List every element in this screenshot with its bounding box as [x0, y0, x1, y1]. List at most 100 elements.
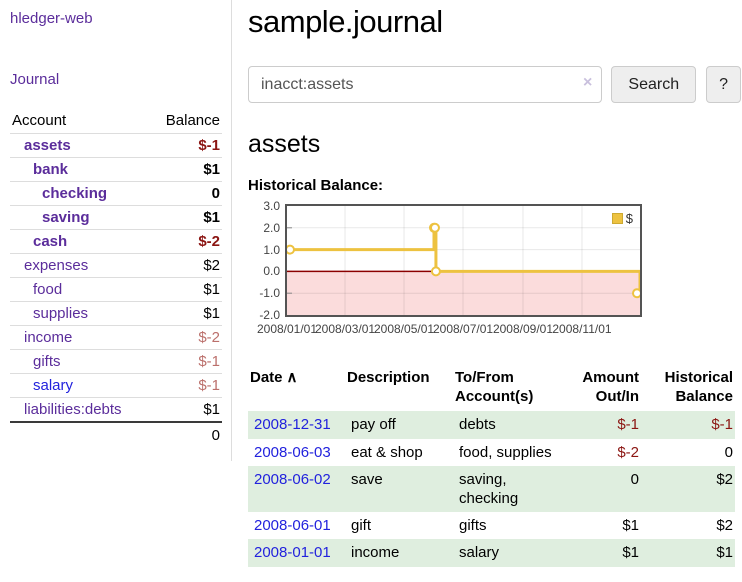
account-balance: $-1	[150, 373, 222, 398]
account-balance: $-2	[150, 229, 222, 254]
register-description-cell: pay off	[351, 416, 396, 434]
register-date-link[interactable]: 2008-06-03	[254, 443, 331, 461]
account-balance: $1	[150, 277, 222, 302]
sidebar-account-link[interactable]: bank	[33, 161, 69, 178]
register-row: 2008-06-02 save saving, checking 0 $2	[248, 465, 735, 513]
register-accounts-cell: food, supplies	[459, 443, 552, 461]
sidebar-account-link[interactable]: food	[33, 281, 63, 298]
register-date-link[interactable]: 2008-06-01	[254, 517, 331, 535]
legend-swatch-icon	[611, 213, 623, 224]
register-description-cell: income	[351, 544, 400, 562]
sidebar-account-link[interactable]: income	[24, 329, 73, 346]
balance-chart: $ 3.0 2.0 1.0 0.0 -1.0 -2.0 2008/01/01 2008/03/…	[248, 199, 741, 344]
x-axis-tick-label: 2008/11/01	[552, 322, 612, 336]
y-axis-tick-label: -1.0	[259, 286, 280, 301]
account-balance: 0	[150, 181, 222, 206]
x-axis-tick-label: 2008/01/01	[256, 322, 318, 336]
search-form: × Search ?	[248, 66, 741, 103]
sidebar-account-link[interactable]: expenses	[24, 257, 89, 274]
register-col-description: Description	[347, 369, 430, 386]
clear-search-icon[interactable]: ×	[583, 74, 593, 91]
register-balance-cell: $2	[716, 517, 733, 535]
register-description-cell: gift	[351, 517, 372, 535]
sidebar-account-link[interactable]: saving	[42, 209, 90, 226]
sort-ascending-icon: ∧	[286, 369, 298, 386]
x-axis-tick-label: 2008/05/01	[373, 322, 435, 336]
main-content: sample.journal × Search ? assets Histori…	[232, 0, 741, 582]
register-amount-cell: $1	[622, 517, 639, 535]
account-balance: $1	[150, 205, 222, 230]
accounts-total-value: 0	[150, 421, 222, 447]
register-date-cell: 2008-06-03	[248, 439, 345, 466]
page-title: sample.journal	[248, 4, 443, 39]
legend-label: $	[625, 211, 633, 226]
account-row: checking 0	[10, 181, 222, 206]
register-row: 2008-06-01 gift gifts $1 $2	[248, 512, 735, 539]
account-balance: $1	[150, 301, 222, 326]
register-date-link[interactable]: 2008-06-02	[254, 470, 331, 488]
register-col-accounts: To/From Account(s)	[455, 369, 534, 406]
y-axis-tick-label: 1.0	[263, 242, 280, 257]
accounts-total-row: 0	[10, 421, 222, 447]
help-button[interactable]: ?	[706, 66, 741, 103]
register-date-link[interactable]: 2008-01-01	[254, 544, 331, 562]
account-balance: $-2	[150, 325, 222, 350]
register-date-link[interactable]: 2008-12-31	[254, 416, 331, 434]
register-balance-cell: $1	[716, 544, 733, 562]
sidebar-account-link[interactable]: checking	[42, 185, 108, 202]
account-balance: $-1	[150, 349, 222, 374]
register-description-cell: eat & shop	[351, 443, 423, 461]
register-row: 2008-01-01 income salary $1 $1	[248, 539, 735, 567]
sidebar-account-link[interactable]: cash	[33, 233, 68, 250]
account-heading: assets	[248, 130, 321, 158]
chart-plot: $	[285, 204, 642, 317]
sidebar-item-journal[interactable]: Journal	[10, 71, 60, 88]
account-row: bank $1	[10, 157, 222, 182]
sidebar: hledger-web Journal Account Balance asse…	[0, 0, 232, 461]
sidebar-account-link[interactable]: gifts	[33, 353, 61, 370]
account-row: liabilities:debts $1	[10, 397, 222, 423]
register-row: 2008-06-03 eat & shop food, supplies $-2 0	[248, 439, 735, 466]
chart-legend: $	[609, 210, 635, 227]
account-row: cash $-2	[10, 229, 222, 254]
account-row: supplies $1	[10, 301, 222, 326]
account-balance: $2	[150, 253, 222, 278]
register-amount-cell: $1	[622, 544, 639, 562]
register-balance-cell: 0	[724, 443, 733, 461]
register-accounts-cell: debts	[459, 416, 496, 434]
register-table: Date ∧ Description To/From Account(s) Amo…	[248, 366, 735, 567]
account-balance: $-1	[150, 133, 222, 158]
account-row: saving $1	[10, 205, 222, 230]
sidebar-account-link[interactable]: assets	[24, 137, 71, 154]
register-balance-cell: $2	[716, 470, 733, 488]
accounts-table: Account Balance assets $-1 bank $1 checking 0…	[10, 108, 222, 447]
register-date-cell: 2008-01-01	[248, 539, 345, 566]
account-row: gifts $-1	[10, 349, 222, 374]
accounts-body: assets $-1 bank $1 checking 0 saving $1 cash $-2 e…	[10, 133, 222, 423]
account-row: assets $-1	[10, 133, 222, 158]
sidebar-account-link[interactable]: salary	[33, 377, 74, 394]
register-body: 2008-12-31 pay off debts $-1 $-1 2008-06-03 ea…	[248, 411, 735, 567]
search-button[interactable]: Search	[611, 66, 697, 103]
register-amount-cell: $-2	[617, 443, 639, 461]
sidebar-account-link[interactable]: supplies	[33, 305, 89, 322]
register-date-cell: 2008-06-01	[248, 512, 345, 539]
register-col-date[interactable]: Date ∧	[250, 369, 298, 386]
y-axis-tick-label: 3.0	[263, 199, 280, 213]
register-col-amount: Amount Out/In	[582, 369, 639, 406]
register-amount-cell: 0	[630, 470, 639, 488]
register-col-balance: Historical Balance	[664, 369, 733, 406]
register-amount-cell: $-1	[617, 416, 639, 434]
chart-title: Historical Balance:	[248, 177, 384, 194]
y-axis-tick-label: 2.0	[263, 220, 280, 235]
register-balance-cell: $-1	[711, 416, 733, 434]
account-balance: $1	[150, 157, 222, 182]
register-date-cell: 2008-12-31	[248, 411, 345, 438]
register-accounts-cell: salary	[459, 544, 500, 562]
register-description-cell: save	[351, 470, 383, 488]
app-title-link[interactable]: hledger-web	[10, 10, 93, 27]
search-input[interactable]	[248, 66, 603, 103]
sidebar-account-link[interactable]: liabilities:debts	[24, 401, 122, 418]
x-axis-tick-label: 2008/09/01	[492, 322, 553, 336]
account-balance: $1	[150, 397, 222, 423]
